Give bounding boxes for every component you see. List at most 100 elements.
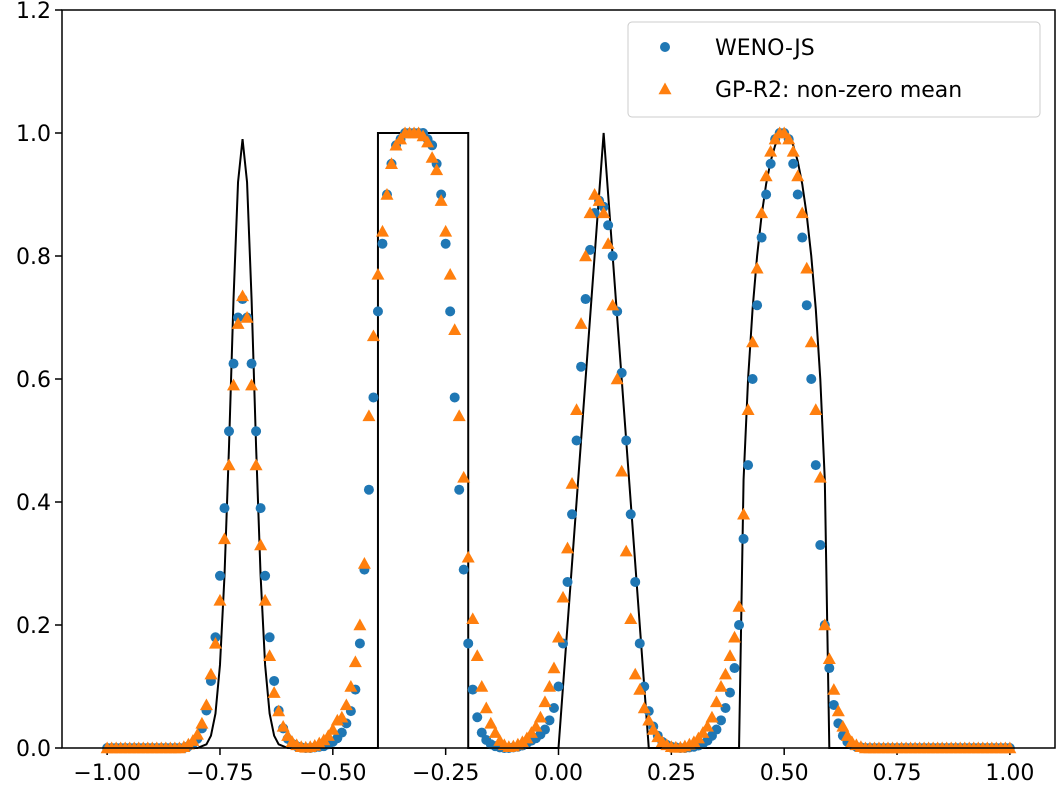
triangle-marker — [434, 194, 448, 206]
x-tick-label: −1.00 — [73, 761, 140, 786]
triangle-marker — [195, 716, 209, 729]
circle-marker — [630, 576, 641, 587]
circle-marker — [548, 703, 559, 714]
circle-marker — [607, 251, 618, 261]
triangle-marker — [791, 169, 805, 182]
circle-marker — [539, 724, 550, 735]
circle-marker — [634, 638, 645, 649]
triangle-marker — [570, 403, 584, 415]
triangle-marker — [741, 403, 755, 415]
legend: WENO-JS GP-R2: non-zero mean — [627, 21, 1041, 118]
triangle-marker — [818, 618, 832, 631]
circle-marker — [269, 675, 280, 686]
circle-marker — [214, 570, 225, 581]
triangle-marker — [267, 686, 281, 698]
triangle-marker — [601, 237, 615, 249]
triangle-marker — [430, 163, 444, 176]
triangle-marker — [529, 719, 543, 732]
triangle-marker — [547, 661, 561, 674]
circle-marker — [246, 358, 257, 369]
triangle-marker — [723, 649, 737, 661]
triangle-marker — [186, 734, 200, 746]
triangle-marker — [642, 713, 656, 726]
triangle-marker — [217, 532, 231, 545]
triangle-marker — [700, 719, 714, 732]
legend-label: GP-R2: non-zero mean — [715, 78, 962, 103]
triangle-marker — [764, 144, 778, 157]
circle-marker — [810, 460, 821, 471]
triangle-marker — [533, 710, 547, 723]
triangle-marker — [737, 507, 751, 520]
triangle-marker — [199, 698, 213, 711]
legend-box — [627, 21, 1041, 118]
triangle-marker — [565, 477, 579, 489]
y-tick-label: 0.0 — [16, 737, 51, 762]
triangle-marker — [592, 194, 606, 206]
triangle-marker — [362, 409, 376, 422]
triangle-marker — [231, 317, 245, 329]
triangle-marker — [750, 261, 764, 274]
y-tick-label: 1.0 — [16, 122, 51, 147]
triangle-marker — [619, 544, 633, 557]
circle-marker — [449, 392, 460, 403]
circle-marker — [824, 663, 835, 674]
circle-marker — [264, 632, 275, 643]
triangle-marker — [795, 206, 809, 219]
triangle-marker — [466, 612, 480, 625]
circle-marker — [729, 663, 740, 674]
triangle-marker — [804, 335, 818, 348]
triangle-marker — [475, 680, 489, 692]
triangle-marker — [421, 135, 435, 148]
legend-label: WENO-JS — [715, 36, 815, 61]
triangle-marker — [728, 630, 742, 643]
circle-marker — [544, 715, 555, 726]
triangle-marker — [633, 683, 647, 695]
triangle-marker — [439, 224, 453, 237]
y-tick-label: 0.8 — [16, 245, 51, 270]
circle-marker — [711, 724, 722, 735]
triangle-marker — [258, 593, 272, 606]
x-tick-label: 0.25 — [647, 761, 696, 786]
circle-marker — [467, 684, 478, 695]
triangle-marker — [628, 667, 642, 680]
triangle-marker — [236, 289, 250, 302]
circle-marker — [219, 503, 230, 514]
triangle-marker — [479, 701, 493, 714]
circle-marker — [792, 189, 803, 200]
triangle-marker — [800, 261, 814, 274]
circle-marker — [625, 509, 636, 520]
triangle-marker — [384, 157, 398, 169]
triangle-marker — [249, 458, 263, 471]
triangle-marker — [610, 372, 624, 385]
triangle-marker — [380, 188, 394, 200]
circle-marker — [720, 703, 731, 714]
triangle-marker — [276, 719, 290, 732]
triangle-marker — [538, 695, 552, 708]
x-tick-label: 0.00 — [534, 761, 583, 786]
circle-marker — [255, 503, 266, 514]
y-tick-label: 0.6 — [16, 368, 51, 393]
triangle-marker — [574, 317, 588, 329]
circle-marker — [228, 358, 239, 369]
triangle-marker — [348, 655, 362, 668]
triangle-marker — [786, 144, 800, 157]
circle-marker — [354, 638, 365, 649]
triangle-marker — [606, 298, 620, 311]
circle-marker — [603, 220, 614, 231]
circle-marker — [363, 484, 374, 495]
triangle-marker — [208, 636, 222, 649]
triangle-marker — [658, 82, 672, 95]
y-tick-label: 1.2 — [16, 0, 51, 24]
circle-marker — [797, 232, 808, 243]
exact-line — [107, 131, 1010, 749]
triangle-marker — [768, 132, 782, 145]
triangle-marker — [461, 550, 475, 563]
circle-marker — [756, 232, 767, 243]
circle-marker — [725, 687, 736, 698]
triangle-marker — [552, 630, 565, 643]
circle-marker — [372, 306, 383, 317]
triangle-marker — [452, 409, 466, 422]
y-tick-label: 0.2 — [16, 614, 51, 639]
circle-marker — [476, 727, 487, 738]
